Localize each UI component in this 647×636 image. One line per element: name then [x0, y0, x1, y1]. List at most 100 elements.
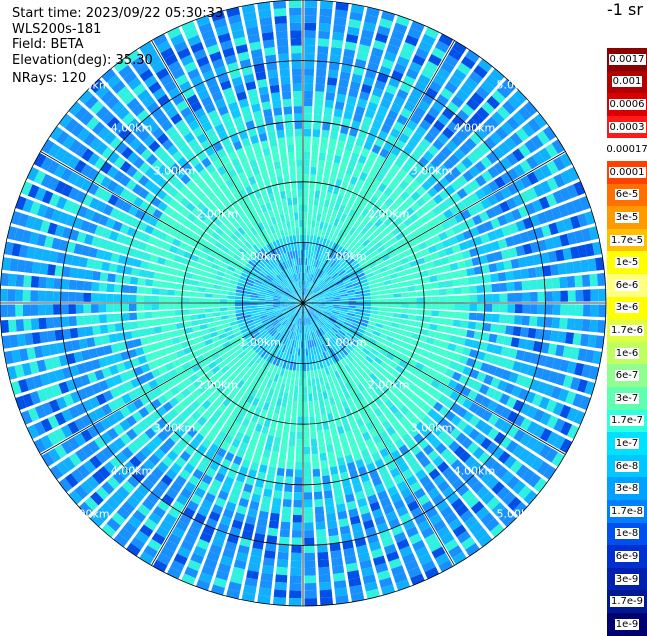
range-gate [432, 304, 440, 310]
range-gate [304, 174, 310, 182]
range-gate [174, 304, 182, 310]
range-gate [291, 182, 297, 190]
range-gate [85, 326, 94, 336]
range-gate [290, 23, 302, 31]
range-gate [310, 182, 316, 190]
range-gate [282, 430, 289, 438]
range-gate [61, 304, 69, 314]
range-gate [24, 333, 33, 346]
range-gate [281, 514, 291, 522]
range-gate [92, 271, 101, 281]
range-gate [274, 582, 287, 591]
range-gate [334, 109, 343, 118]
range-gate [589, 274, 598, 287]
range-gate [263, 109, 272, 118]
colorbar-label: 3e-9 [615, 574, 640, 585]
range-gate [281, 438, 288, 446]
range-gate [304, 53, 315, 61]
range-gate [588, 335, 597, 348]
range-gate [323, 483, 332, 492]
colorbar-label: 0.0017 [609, 54, 646, 65]
range-gate [513, 326, 522, 336]
range-gate [468, 321, 477, 329]
colorbar-label: 6e-8 [615, 461, 640, 472]
range-gate [341, 301, 349, 303]
range-gate [303, 379, 307, 387]
range-gate [300, 242, 303, 250]
colorbar-swatch: 1e-8 [607, 523, 647, 546]
range-gate [298, 197, 303, 205]
range-gate [293, 507, 302, 515]
colorbar-swatch: 1e-5 [607, 251, 647, 274]
range-gate [462, 295, 470, 302]
colorbar-label: 0.00017 [605, 144, 647, 155]
range-gate [483, 323, 492, 332]
range-gate [159, 289, 167, 296]
range-gate [258, 588, 271, 597]
range-gate [326, 85, 336, 94]
range-gate [304, 68, 314, 76]
range-gate [144, 296, 152, 303]
range-gate [136, 295, 144, 302]
range-gate [304, 515, 313, 523]
range-gate [552, 277, 560, 288]
range-gate [272, 100, 281, 109]
range-gate [304, 106, 312, 114]
colorbar-swatch: 3e-9 [607, 568, 647, 591]
range-gate [294, 114, 302, 122]
range-gate [454, 304, 462, 311]
range-gate [466, 268, 475, 276]
ring-label: 1.00km [239, 250, 281, 263]
range-gate [321, 468, 329, 477]
range-gate [258, 303, 266, 305]
range-gate [514, 315, 522, 325]
range-gate [334, 580, 347, 589]
range-gate [490, 324, 499, 333]
range-gate [304, 189, 309, 197]
range-gate [538, 292, 546, 302]
range-gate [8, 274, 17, 287]
range-gate [430, 282, 438, 289]
ring-label: 2.00km [197, 207, 239, 220]
range-gate [500, 293, 508, 302]
range-gate [320, 8, 333, 17]
range-gate [317, 61, 328, 69]
range-gate [319, 445, 326, 453]
range-gate [279, 145, 287, 153]
range-gate [588, 258, 597, 271]
range-gate [38, 277, 46, 289]
range-gate [550, 330, 559, 342]
range-gate [311, 159, 318, 167]
range-gate [582, 274, 591, 287]
range-gate [299, 227, 302, 235]
range-gate [106, 314, 114, 323]
range-gate [401, 293, 409, 298]
range-gate [283, 491, 292, 499]
range-gate [500, 304, 508, 313]
range-gate [298, 401, 303, 409]
range-gate [560, 304, 568, 315]
range-gate [286, 461, 293, 469]
range-gate [61, 317, 69, 328]
range-gate [313, 129, 321, 137]
colorbar-swatch: 1.7e-6 [607, 319, 647, 342]
range-gate [260, 580, 273, 589]
range-gate [484, 284, 492, 292]
range-gate [69, 280, 77, 290]
range-gate [297, 417, 302, 425]
range-gate [591, 305, 599, 317]
range-gate [304, 114, 312, 122]
range-gate [69, 316, 77, 326]
range-gate [268, 528, 279, 537]
range-gate [528, 328, 537, 339]
range-gate [160, 281, 168, 288]
range-gate [417, 304, 425, 309]
range-gate [446, 288, 454, 295]
range-gate [9, 258, 18, 271]
range-gate [286, 137, 293, 145]
range-gate [274, 483, 283, 492]
range-gate [475, 322, 484, 330]
range-gate [319, 23, 331, 31]
range-gate [182, 304, 190, 309]
range-gate [394, 298, 402, 302]
